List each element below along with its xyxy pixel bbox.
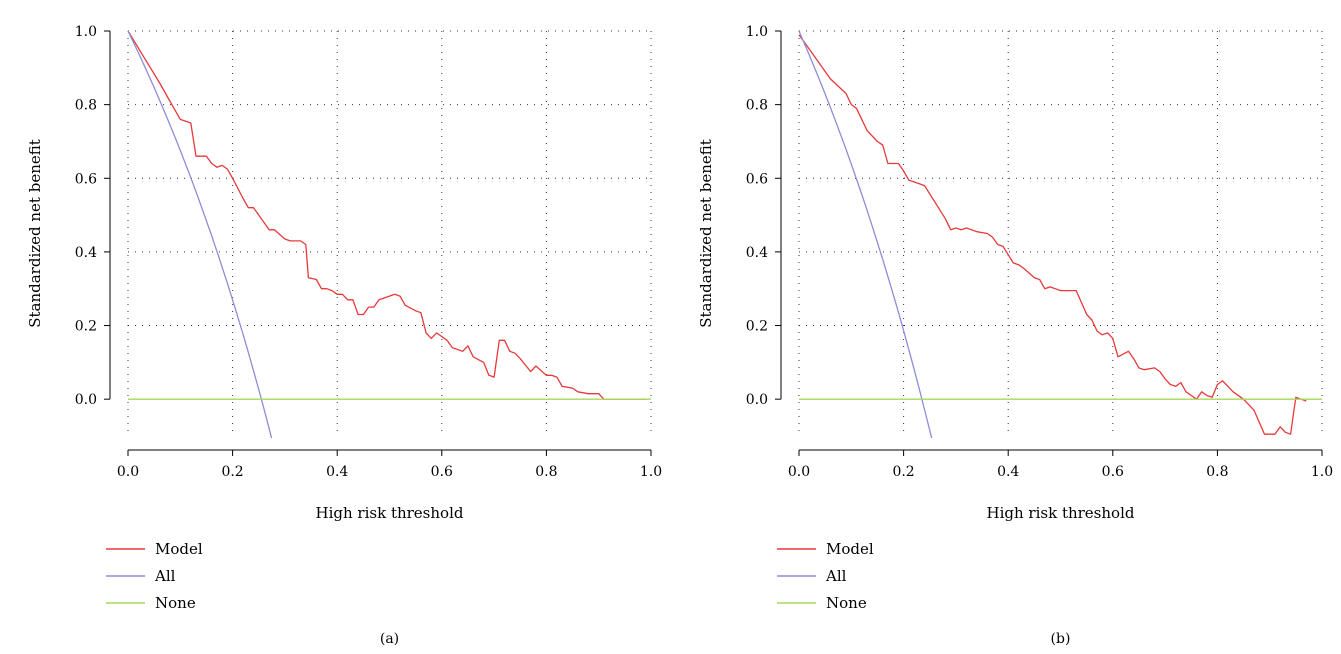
x-tick-label-1: 0.2 (892, 464, 914, 480)
series-line-all (127, 30, 273, 438)
gridlines (127, 30, 652, 436)
chart-panel-a: 0.0 0.2 0.4 0.6 0.8 1.0 0.0 0.2 0.4 0.6 0.8 1.0 High… (0, 0, 670, 654)
x-tick-label-5: 1.0 (1311, 464, 1333, 480)
x-axis-label: High risk threshold (987, 504, 1135, 522)
legend: Model All None (106, 540, 203, 612)
y-axis-label: Standardized net benefit (697, 139, 715, 328)
x-tick-label-5: 1.0 (640, 464, 662, 480)
y-tick-label-5: 1.0 (75, 24, 97, 40)
decision-curve-chart-b: 0.0 0.2 0.4 0.6 0.8 1.0 0.0 0.2 0.4 0.6 0.8 1.0 High… (697, 24, 1333, 647)
y-tick-label-1: 0.2 (746, 319, 768, 335)
y-tick-label-1: 0.2 (75, 319, 97, 335)
legend-label-model: Model (826, 540, 874, 558)
x-tick-label-0: 0.0 (117, 464, 139, 480)
x-axis-label: High risk threshold (316, 504, 464, 522)
plot-area (127, 30, 651, 438)
legend-label-none: None (826, 594, 867, 612)
y-tick-label-3: 0.6 (75, 171, 97, 187)
panel-caption: (a) (380, 631, 399, 647)
y-tick-label-4: 0.8 (746, 98, 768, 114)
axes: 0.0 0.2 0.4 0.6 0.8 1.0 0.0 0.2 0.4 0.6 0.8 1.0 (75, 24, 662, 480)
x-tick-label-2: 0.4 (997, 464, 1019, 480)
series-line-model (798, 34, 1307, 435)
y-tick-label-0: 0.0 (746, 392, 768, 408)
x-tick-label-3: 0.6 (1102, 464, 1124, 480)
y-tick-label-4: 0.8 (75, 98, 97, 114)
legend: Model All None (777, 540, 874, 612)
plot-area (798, 30, 1322, 438)
legend-label-all: All (154, 567, 176, 585)
x-tick-label-3: 0.6 (431, 464, 453, 480)
series-line-model (127, 30, 646, 400)
y-tick-label-2: 0.4 (75, 245, 97, 261)
x-tick-label-4: 0.8 (1206, 464, 1228, 480)
legend-label-none: None (155, 594, 196, 612)
gridlines (798, 30, 1323, 436)
legend-label-all: All (825, 567, 847, 585)
chart-panel-b: 0.0 0.2 0.4 0.6 0.8 1.0 0.0 0.2 0.4 0.6 0.8 1.0 High… (671, 0, 1341, 654)
y-tick-label-5: 1.0 (746, 24, 768, 40)
legend-label-model: Model (155, 540, 203, 558)
panel-caption: (b) (1051, 631, 1071, 647)
y-tick-label-2: 0.4 (746, 245, 768, 261)
x-tick-label-4: 0.8 (535, 464, 557, 480)
axes: 0.0 0.2 0.4 0.6 0.8 1.0 0.0 0.2 0.4 0.6 0.8 1.0 (746, 24, 1333, 480)
x-tick-label-1: 0.2 (221, 464, 243, 480)
y-tick-label-3: 0.6 (746, 171, 768, 187)
x-tick-label-0: 0.0 (788, 464, 810, 480)
x-tick-label-2: 0.4 (326, 464, 348, 480)
y-axis-label: Standardized net benefit (26, 139, 44, 328)
decision-curve-chart-a: 0.0 0.2 0.4 0.6 0.8 1.0 0.0 0.2 0.4 0.6 0.8 1.0 High… (26, 24, 662, 647)
series-line-all (798, 30, 933, 438)
y-tick-label-0: 0.0 (75, 392, 97, 408)
